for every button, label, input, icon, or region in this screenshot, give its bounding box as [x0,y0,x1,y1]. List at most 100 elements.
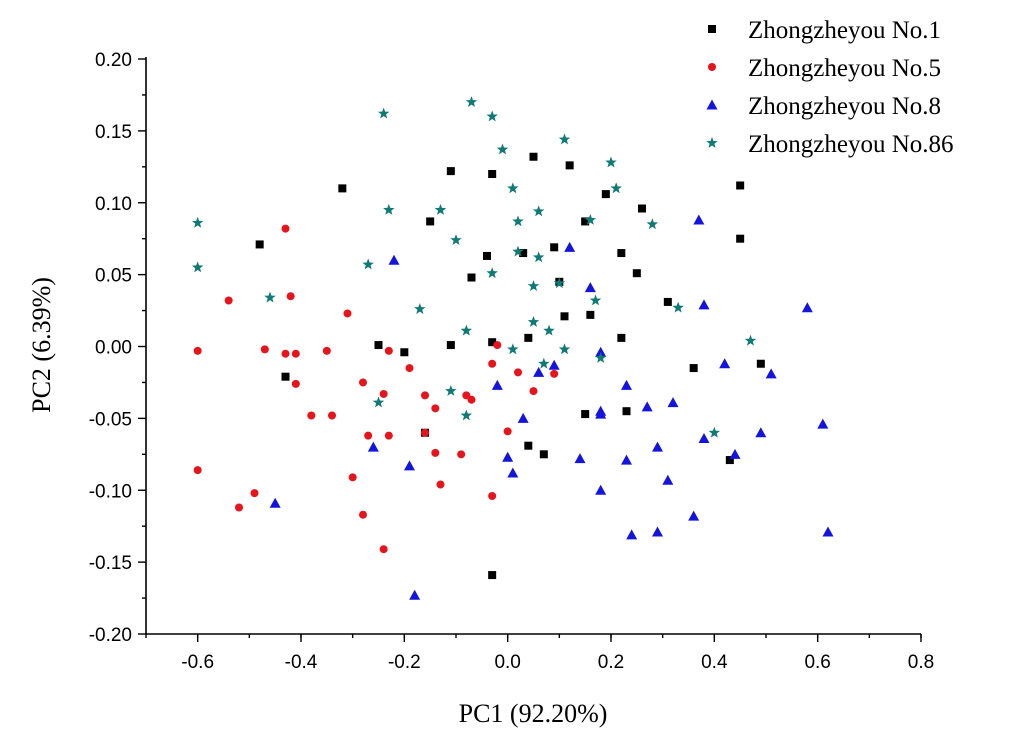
data-point-series-4 [512,215,524,227]
data-point-series-2 [379,545,388,554]
data-point-series-3 [667,397,679,408]
data-point-series-4 [383,203,395,215]
data-point-series-4 [584,214,597,225]
data-point-series-2 [488,492,497,500]
data-point-series-2 [514,368,522,377]
data-point-series-2 [421,428,429,437]
data-point-series-1 [550,243,559,252]
legend-marker-1 [708,25,716,33]
data-point-series-3 [502,451,514,462]
data-point-series-2 [307,411,316,420]
data-point-series-1 [281,372,290,381]
data-point-series-2 [281,224,290,233]
y-tick-label: 0.15 [95,122,132,143]
data-point-series-4 [527,316,540,327]
data-point-series-2 [529,387,538,396]
data-point-series-2 [343,309,352,318]
data-point-series-3 [584,282,596,293]
data-point-series-4 [362,258,374,270]
data-point-series-3 [698,433,710,443]
data-point-series-3 [507,467,519,478]
data-point-series-4 [558,343,571,355]
data-point-series-4 [450,234,462,245]
data-point-series-4 [372,396,385,408]
data-point-series-2 [260,345,269,354]
data-point-series-1 [736,234,745,243]
data-point-series-3 [595,484,607,495]
axes [145,57,921,635]
data-point-series-3 [595,408,607,419]
x-tick-label: 0.8 [908,652,934,673]
data-point-series-2 [291,349,300,358]
data-point-series-3 [641,401,653,412]
legend-marker-4 [706,137,718,148]
data-point-series-1 [338,184,347,193]
y-tick-label: -0.20 [89,625,132,646]
data-point-series-4 [543,324,555,336]
data-point-series-3 [765,368,777,379]
data-point-series-4 [532,205,545,217]
y-axis-title: PC2 (6.39%) [27,277,56,413]
data-point-series-3 [404,460,415,471]
data-point-series-2 [431,404,440,413]
data-point-series-2 [250,489,259,498]
data-point-series-4 [465,96,478,107]
data-point-series-4 [486,267,498,279]
data-point-series-4 [414,303,426,314]
data-point-series-2 [550,369,559,378]
data-point-series-1 [483,251,491,260]
data-point-series-1 [622,407,631,416]
legend: Zhongzheyou No.1 Zhongzheyou No.5 Zhongzhe… [706,17,954,158]
data-point-series-4 [708,426,721,438]
data-point-series-4 [646,218,659,230]
data-point-series-3 [621,379,632,390]
data-point-series-1 [581,410,590,419]
data-point-series-1 [488,338,497,347]
data-point-series-1 [632,269,641,278]
data-point-series-4 [553,277,566,289]
data-point-series-4 [191,261,204,273]
data-point-series-1 [581,217,590,226]
ticks: -0.6 -0.4 -0.2 0.0 0.2 0.4 0.6 0.8 -0.20 -0.15 -0.… [89,50,935,673]
data-point-series-1 [524,333,533,342]
data-point-series-4 [605,156,617,168]
data-point-series-3 [621,454,632,465]
data-point-series-4 [460,409,473,421]
x-tick-label: 0.4 [701,652,728,673]
data-point-series-1 [488,571,497,580]
data-point-series-1 [736,181,745,190]
data-point-series-3 [564,241,576,252]
data-point-series-2 [405,364,414,373]
data-points [191,96,834,600]
data-point-series-2 [431,448,440,457]
data-point-series-1 [617,333,626,342]
data-point-series-4 [610,182,622,194]
x-tick-label: 0.6 [804,652,830,673]
data-point-series-3 [755,427,767,438]
data-point-series-1 [255,240,264,249]
data-point-series-3 [491,379,503,390]
data-point-series-4 [532,251,545,263]
x-tick-label: -0.6 [181,652,214,673]
data-point-series-1 [725,456,734,465]
legend-marker-2 [708,63,716,71]
y-tick-label: -0.15 [89,553,132,574]
data-point-series-1 [689,364,698,373]
data-point-series-1 [446,167,455,176]
data-point-series-3 [729,448,741,459]
data-point-series-4 [460,324,473,336]
y-tick-label: -0.05 [89,409,132,430]
data-point-series-1 [374,341,383,350]
data-point-series-2 [384,431,393,440]
data-point-series-3 [693,214,705,225]
data-point-series-2 [281,349,290,358]
data-point-series-1 [663,297,672,306]
data-point-series-1 [488,170,497,178]
data-point-series-4 [594,352,607,363]
data-point-series-4 [512,245,524,257]
data-point-series-1 [529,152,538,161]
legend-label-1: Zhongzheyou No.1 [748,17,941,44]
data-point-series-4 [486,110,498,122]
data-point-series-3 [388,254,400,265]
